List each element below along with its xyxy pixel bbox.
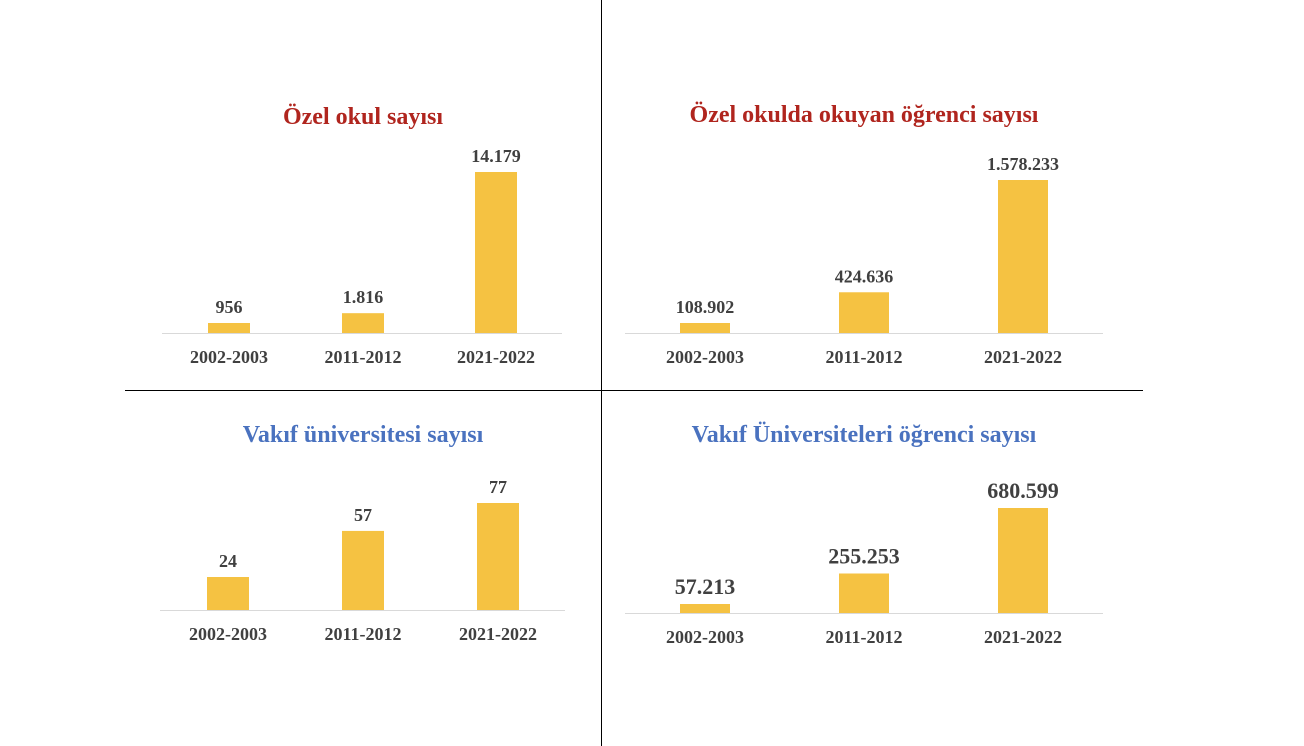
data-label: 424.636 <box>835 266 894 286</box>
data-label: 77 <box>489 477 507 497</box>
x-tick-label: 2002-2003 <box>666 627 744 647</box>
bar <box>208 323 250 333</box>
data-label: 1.816 <box>343 287 384 307</box>
x-tick-label: 2011-2012 <box>324 347 401 367</box>
chart-3-plot: 57.213 2002-2003 255.253 2011-2012 680.599 20… <box>625 478 1103 647</box>
x-tick-label: 2002-2003 <box>190 347 268 367</box>
data-label: 255.253 <box>828 544 900 569</box>
horizontal-divider <box>125 390 1143 391</box>
bar <box>475 172 517 333</box>
x-tick-label: 2011-2012 <box>825 627 902 647</box>
data-label: 956 <box>216 297 243 317</box>
vertical-divider <box>601 0 602 746</box>
bar <box>839 292 889 333</box>
x-tick-label: 2011-2012 <box>324 624 401 644</box>
bar <box>680 604 730 613</box>
x-tick-label: 2021-2022 <box>984 627 1062 647</box>
bar <box>207 577 249 610</box>
data-label: 24 <box>219 551 237 571</box>
x-tick-label: 2002-2003 <box>189 624 267 644</box>
x-tick-label: 2002-2003 <box>666 347 744 367</box>
x-tick-label: 2021-2022 <box>984 347 1062 367</box>
x-tick-label: 2021-2022 <box>457 347 535 367</box>
data-label: 680.599 <box>987 478 1059 503</box>
chart-2-plot: 24 2002-2003 57 2011-2012 77 2021-2022 <box>160 477 565 644</box>
data-label: 108.902 <box>676 297 735 317</box>
bar <box>477 503 519 610</box>
x-tick-label: 2021-2022 <box>459 624 537 644</box>
data-label: 57.213 <box>675 574 736 599</box>
x-tick-label: 2011-2012 <box>825 347 902 367</box>
chart-1-plot: 108.902 2002-2003 424.636 2011-2012 1.578.23… <box>625 154 1103 367</box>
bar <box>680 323 730 333</box>
bar <box>998 180 1048 333</box>
bar <box>342 313 384 333</box>
bar <box>342 530 384 610</box>
data-label: 1.578.233 <box>987 154 1059 174</box>
chart-0-plot: 956 2002-2003 1.816 2011-2012 14.179 2021-202… <box>162 146 562 367</box>
bar <box>839 573 889 613</box>
bar <box>998 508 1048 613</box>
data-label: 14.179 <box>471 146 521 166</box>
data-label: 57 <box>354 505 372 525</box>
